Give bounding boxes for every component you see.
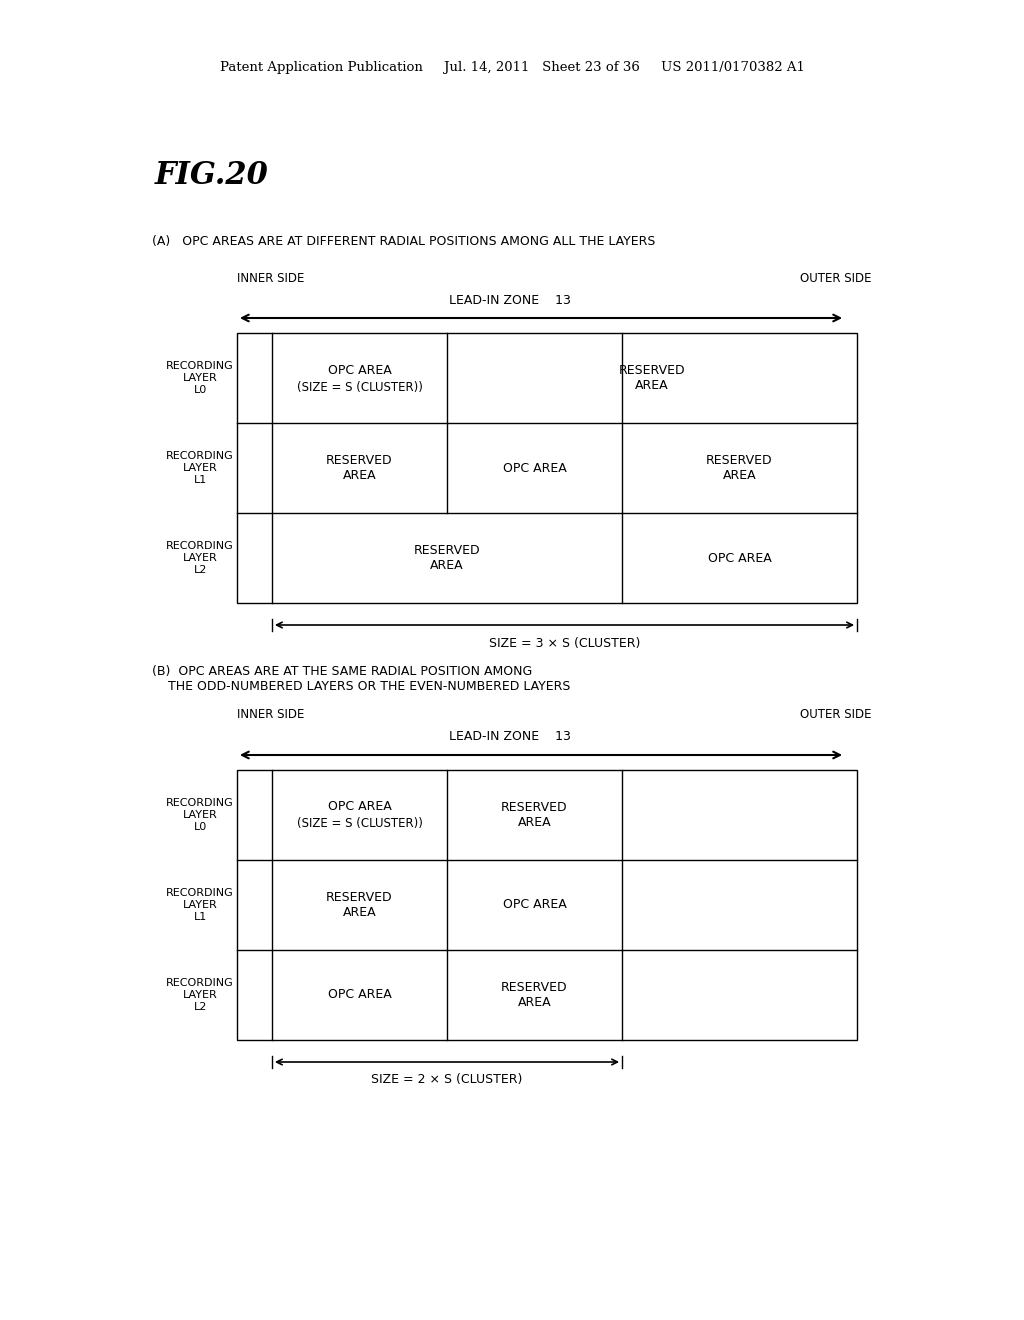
Text: OUTER SIDE: OUTER SIDE	[800, 272, 871, 285]
Bar	[237, 333, 857, 603]
Text: (A)   OPC AREAS ARE AT DIFFERENT RADIAL POSITIONS AMONG ALL THE LAYERS: (A) OPC AREAS ARE AT DIFFERENT RADIAL PO…	[152, 235, 655, 248]
Text: RESERVED
AREA: RESERVED AREA	[501, 801, 568, 829]
Text: RESERVED
AREA: RESERVED AREA	[327, 891, 393, 919]
Text: FIG.20: FIG.20	[155, 160, 269, 190]
Text: OPC AREA: OPC AREA	[328, 800, 391, 813]
Text: LEAD-IN ZONE    13: LEAD-IN ZONE 13	[450, 730, 571, 743]
Text: OPC AREA: OPC AREA	[503, 899, 566, 912]
Text: RECORDING
LAYER
L0: RECORDING LAYER L0	[166, 362, 234, 395]
Text: RECORDING
LAYER
L1: RECORDING LAYER L1	[166, 451, 234, 484]
Text: OUTER SIDE: OUTER SIDE	[800, 709, 871, 722]
Text: (SIZE = S (CLUSTER)): (SIZE = S (CLUSTER))	[297, 380, 423, 393]
Text: RECORDING
LAYER
L1: RECORDING LAYER L1	[166, 888, 234, 921]
Text: RESERVED
AREA: RESERVED AREA	[414, 544, 480, 572]
Text: SIZE = 3 × S (CLUSTER): SIZE = 3 × S (CLUSTER)	[488, 636, 640, 649]
Text: RESERVED
AREA: RESERVED AREA	[501, 981, 568, 1008]
Text: (SIZE = S (CLUSTER)): (SIZE = S (CLUSTER))	[297, 817, 423, 830]
Text: OPC AREA: OPC AREA	[708, 552, 771, 565]
Text: RESERVED
AREA: RESERVED AREA	[707, 454, 773, 482]
Text: RESERVED
AREA: RESERVED AREA	[327, 454, 393, 482]
Text: OPC AREA: OPC AREA	[328, 989, 391, 1002]
Text: INNER SIDE: INNER SIDE	[237, 272, 304, 285]
Text: RECORDING
LAYER
L2: RECORDING LAYER L2	[166, 978, 234, 1011]
Text: INNER SIDE: INNER SIDE	[237, 709, 304, 722]
Text: THE ODD-NUMBERED LAYERS OR THE EVEN-NUMBERED LAYERS: THE ODD-NUMBERED LAYERS OR THE EVEN-NUMB…	[168, 681, 570, 693]
Text: (B)  OPC AREAS ARE AT THE SAME RADIAL POSITION AMONG: (B) OPC AREAS ARE AT THE SAME RADIAL POS…	[152, 664, 532, 677]
Text: OPC AREA: OPC AREA	[328, 363, 391, 376]
Text: RESERVED
AREA: RESERVED AREA	[618, 364, 685, 392]
Text: Patent Application Publication     Jul. 14, 2011   Sheet 23 of 36     US 2011/01: Patent Application Publication Jul. 14, …	[219, 62, 805, 74]
Text: LEAD-IN ZONE    13: LEAD-IN ZONE 13	[450, 293, 571, 306]
Text: OPC AREA: OPC AREA	[503, 462, 566, 474]
Text: RECORDING
LAYER
L2: RECORDING LAYER L2	[166, 541, 234, 574]
Text: RECORDING
LAYER
L0: RECORDING LAYER L0	[166, 799, 234, 832]
Bar	[237, 770, 857, 1040]
Text: SIZE = 2 × S (CLUSTER): SIZE = 2 × S (CLUSTER)	[372, 1073, 522, 1086]
